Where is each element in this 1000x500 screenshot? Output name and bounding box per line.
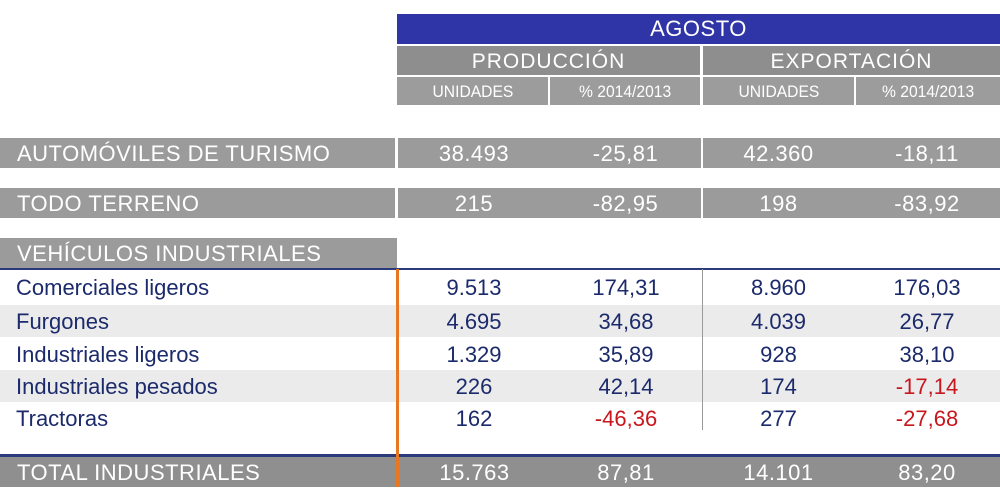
turismo-export-pct: -18,11 xyxy=(895,141,959,166)
table-row: Industriales pesados 226 42,14 174 -17,1… xyxy=(0,370,1000,402)
export-group-header: EXPORTACIÓN xyxy=(703,46,1000,75)
production-pct: 34,68 xyxy=(598,309,654,334)
export-pct-header-text: % 2014/2013 xyxy=(881,82,975,101)
production-group-header: PRODUCCIÓN xyxy=(397,46,700,75)
turismo-production-units: 38.493 xyxy=(438,141,510,166)
table-row: Tractoras 162 -46,36 277 -27,68 xyxy=(0,402,1000,434)
production-units: 162 xyxy=(455,406,493,431)
production-pct: -46,36 xyxy=(594,406,658,431)
column-divider xyxy=(702,269,703,430)
production-pct: 42,14 xyxy=(598,374,654,399)
row-label-todo-terreno: TODO TERRENO xyxy=(0,188,395,218)
turismo-production-cell: 38.493 -25,81 xyxy=(398,138,701,168)
export-pct: -17,14 xyxy=(895,374,959,399)
export-pct: 176,03 xyxy=(893,275,961,300)
month-header: AGOSTO xyxy=(397,14,1000,44)
export-pct-header: % 2014/2013 xyxy=(856,77,1000,105)
export-pct: 38,10 xyxy=(899,342,955,367)
export-units: 4.039 xyxy=(750,309,807,334)
production-units: 226 xyxy=(455,374,493,399)
row-label: Industriales pesados xyxy=(16,374,218,399)
export-units: 277 xyxy=(760,406,797,431)
row-label: Comerciales ligeros xyxy=(16,275,210,300)
section-divider-line xyxy=(396,269,399,487)
production-pct-header: % 2014/2013 xyxy=(550,77,700,105)
row-label-turismo: AUTOMÓVILES DE TURISMO xyxy=(0,138,395,168)
export-units-header-text: UNIDADES xyxy=(738,82,819,101)
turismo-production-pct: -25,81 xyxy=(592,141,659,166)
section-bottom-rule xyxy=(0,454,1000,457)
export-units: 174 xyxy=(760,374,797,399)
production-units: 4.695 xyxy=(446,309,502,334)
row-label-total: TOTAL INDUSTRIALES xyxy=(0,457,396,487)
todo-terreno-production-cell: 215 -82,95 xyxy=(398,188,701,218)
production-pct-header-text: % 2014/2013 xyxy=(578,82,672,101)
production-units: 1.329 xyxy=(446,342,502,367)
todo-terreno-production-pct: -82,95 xyxy=(592,191,659,216)
total-export-units: 14.101 xyxy=(743,460,814,485)
section-heading-industriales: VEHÍCULOS INDUSTRIALES xyxy=(0,238,397,268)
production-units: 9.513 xyxy=(446,275,502,300)
todo-terreno-export-pct: -83,92 xyxy=(894,191,960,216)
row-label: Industriales ligeros xyxy=(16,342,200,367)
total-export-pct: 83,20 xyxy=(898,460,956,485)
production-pct: 35,89 xyxy=(598,342,654,367)
turismo-export-units: 42.360 xyxy=(743,141,814,166)
table-row: Comerciales ligeros 9.513 174,31 8.960 1… xyxy=(0,271,1000,303)
total-values-cell: 15.763 87,81 14.101 83,20 xyxy=(399,457,1000,487)
turismo-export-cell: 42.360 -18,11 xyxy=(703,138,1000,168)
export-units: 928 xyxy=(760,342,797,367)
todo-terreno-export-units: 198 xyxy=(759,191,798,216)
export-pct: 26,77 xyxy=(899,309,955,334)
production-units-header-text: UNIDADES xyxy=(432,82,513,101)
export-units: 8.960 xyxy=(750,275,807,300)
todo-terreno-production-units: 215 xyxy=(454,191,494,216)
section-top-rule xyxy=(0,268,1000,270)
row-label: Tractoras xyxy=(16,406,109,431)
production-pct: 174,31 xyxy=(592,275,660,300)
row-label: Furgones xyxy=(16,309,109,334)
production-units-header: UNIDADES xyxy=(397,77,548,105)
todo-terreno-export-cell: 198 -83,92 xyxy=(703,188,1000,218)
total-production-units: 15.763 xyxy=(439,460,510,485)
table-row: Furgones 4.695 34,68 4.039 26,77 xyxy=(0,305,1000,337)
export-units-header: UNIDADES xyxy=(703,77,854,105)
total-production-pct: 87,81 xyxy=(597,460,655,485)
export-pct: -27,68 xyxy=(895,406,959,431)
table-row: Industriales ligeros 1.329 35,89 928 38,… xyxy=(0,338,1000,370)
